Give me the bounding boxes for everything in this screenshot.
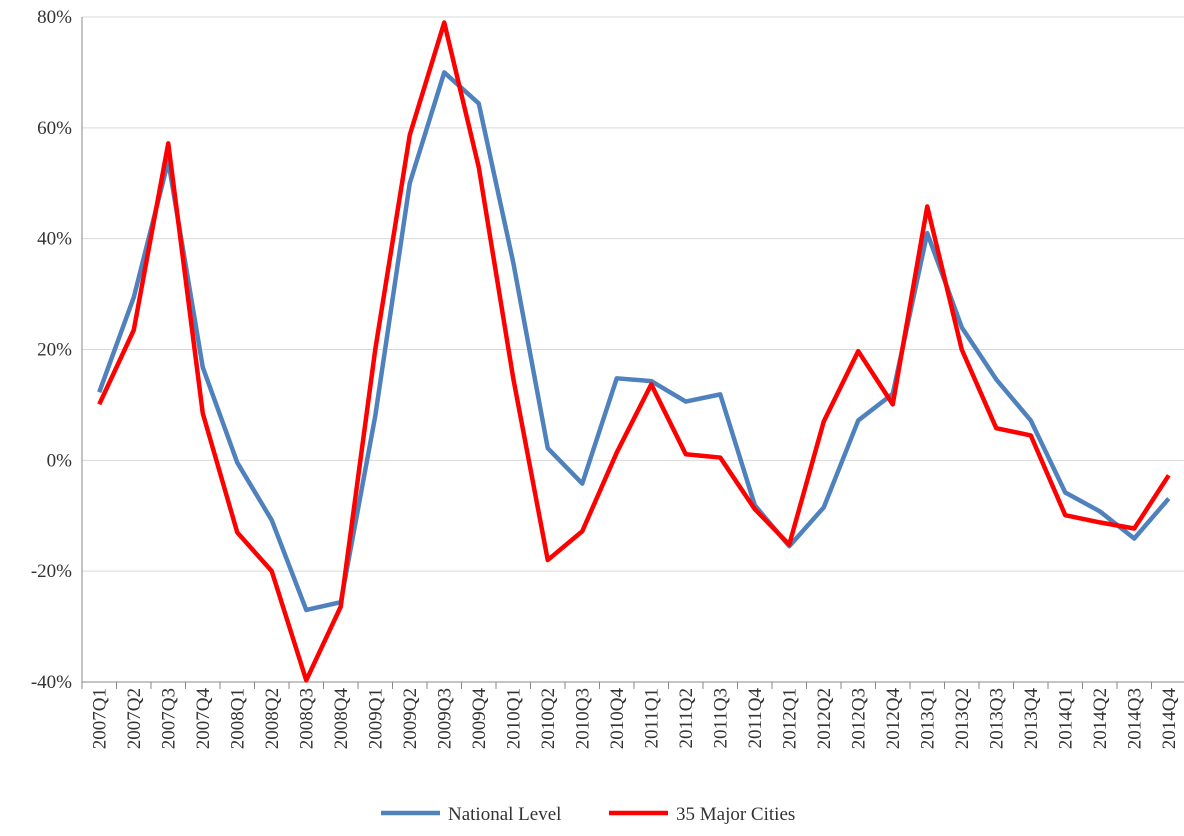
x-tick-label: 2009Q1 bbox=[365, 688, 386, 749]
x-tick-label: 2008Q2 bbox=[262, 688, 283, 749]
x-tick-label: 2013Q3 bbox=[986, 688, 1007, 749]
x-tick-label: 2014Q2 bbox=[1090, 688, 1111, 749]
legend-label: 35 Major Cities bbox=[676, 804, 795, 825]
y-tick-label: -40% bbox=[31, 672, 72, 693]
series-line bbox=[97, 20, 1171, 683]
y-tick-label: -20% bbox=[31, 561, 72, 582]
legend-label: National Level bbox=[448, 804, 561, 825]
x-tick-label: 2014Q4 bbox=[1159, 688, 1180, 750]
x-tick-label: 2014Q3 bbox=[1124, 688, 1145, 749]
y-tick-label: 60% bbox=[37, 118, 72, 139]
x-tick-label: 2007Q3 bbox=[158, 688, 179, 749]
x-tick-label: 2007Q1 bbox=[89, 688, 110, 749]
x-tick-label: 2011Q2 bbox=[676, 688, 697, 749]
y-tick-label: 80% bbox=[37, 7, 72, 28]
x-tick-label: 2011Q3 bbox=[710, 688, 731, 749]
x-tick-label: 2009Q2 bbox=[400, 688, 421, 749]
x-tick-label: 2010Q4 bbox=[607, 688, 628, 750]
x-tick-label: 2013Q4 bbox=[1021, 688, 1042, 750]
y-tick-label: 20% bbox=[37, 340, 72, 361]
x-tick-label: 2013Q1 bbox=[917, 688, 938, 749]
x-tick-label: 2007Q2 bbox=[124, 688, 145, 749]
x-tick-label: 2012Q4 bbox=[883, 688, 904, 750]
x-tick-label: 2011Q4 bbox=[745, 688, 766, 749]
x-tick-label: 2008Q3 bbox=[296, 688, 317, 749]
x-tick-label: 2007Q4 bbox=[193, 688, 214, 750]
x-tick-label: 2010Q1 bbox=[503, 688, 524, 749]
x-tick-label: 2010Q3 bbox=[572, 688, 593, 749]
x-tick-label: 2014Q1 bbox=[1055, 688, 1076, 749]
y-tick-label: 40% bbox=[37, 229, 72, 250]
x-tick-label: 2008Q1 bbox=[227, 688, 248, 749]
x-tick-label: 2013Q2 bbox=[952, 688, 973, 749]
x-tick-label: 2011Q1 bbox=[641, 688, 662, 749]
x-tick-label: 2009Q4 bbox=[469, 688, 490, 750]
x-tick-label: 2012Q2 bbox=[814, 688, 835, 749]
x-tick-label: 2010Q2 bbox=[538, 688, 559, 749]
x-tick-label: 2008Q4 bbox=[331, 688, 352, 750]
x-tick-label: 2009Q3 bbox=[434, 688, 455, 749]
x-tick-label: 2012Q3 bbox=[848, 688, 869, 749]
y-tick-label: 0% bbox=[47, 450, 73, 471]
series-line bbox=[97, 70, 1171, 613]
x-tick-label: 2012Q1 bbox=[779, 688, 800, 749]
